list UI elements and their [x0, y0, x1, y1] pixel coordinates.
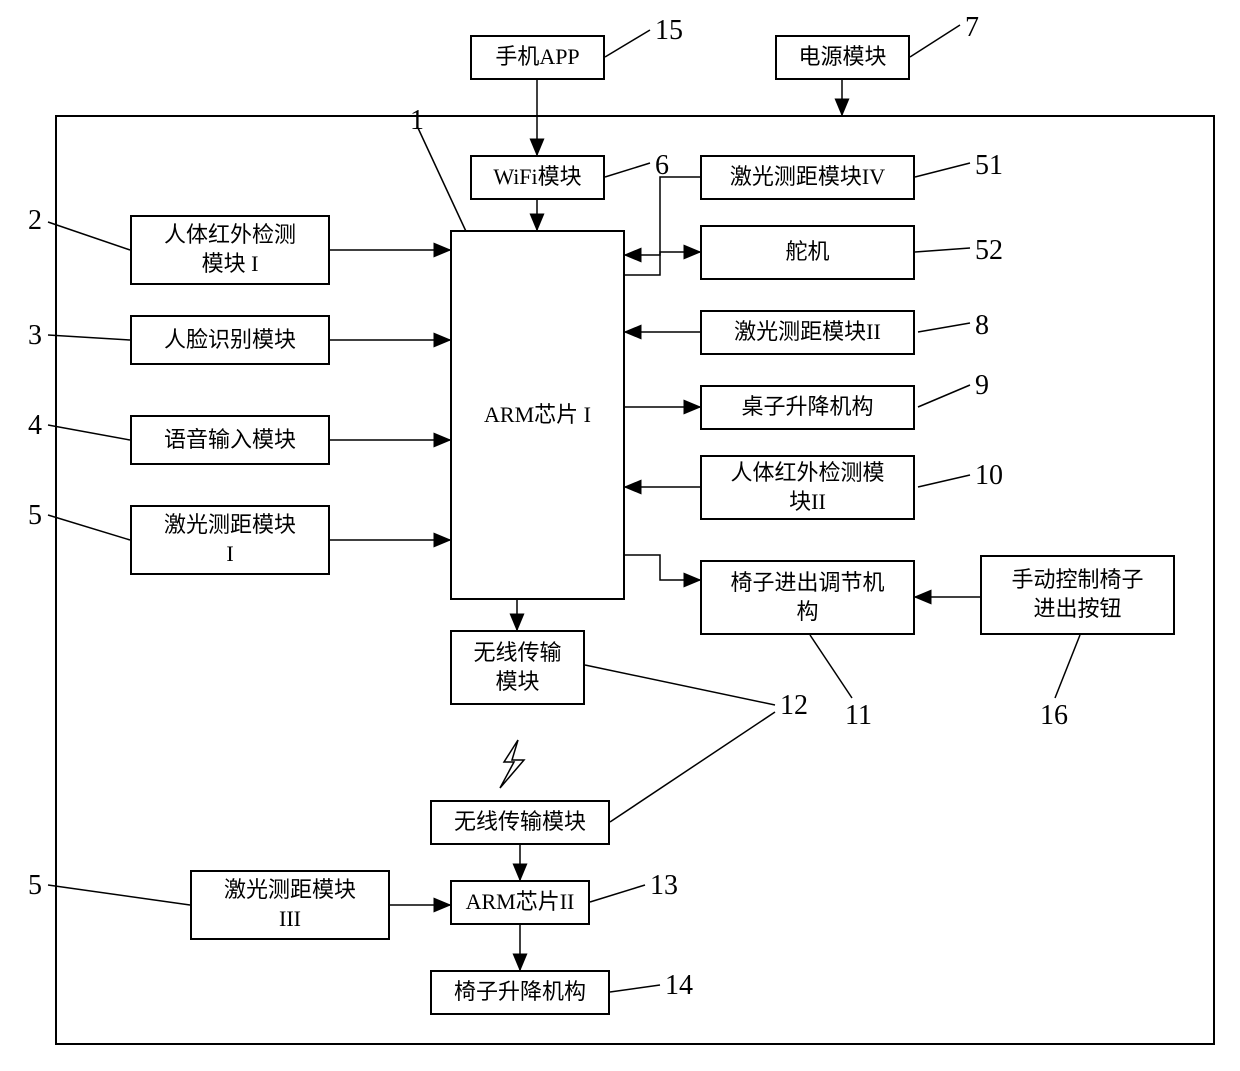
ref-label-11: 11 [845, 700, 872, 732]
ref-label-51: 51 [975, 150, 1003, 182]
node-n4: 语音输入模块 [130, 415, 330, 465]
node-n52: 舵机 [700, 225, 915, 280]
ref-label-52: 52 [975, 235, 1003, 267]
node-n3: 人脸识别模块 [130, 315, 330, 365]
ref-label-1: 1 [410, 105, 424, 137]
node-n1: ARM芯片 I [450, 230, 625, 600]
node-n15: 手机APP [470, 35, 605, 80]
node-n12a: 无线传输模块 [450, 630, 585, 705]
node-n6: WiFi模块 [470, 155, 605, 200]
ref-label-9: 9 [975, 370, 989, 402]
node-n5: 激光测距模块I [130, 505, 330, 575]
node-n2: 人体红外检测模块 I [130, 215, 330, 285]
node-n51: 激光测距模块IV [700, 155, 915, 200]
node-n11: 椅子进出调节机构 [700, 560, 915, 635]
ref-label-16: 16 [1040, 700, 1068, 732]
node-n10: 人体红外检测模块II [700, 455, 915, 520]
ref-label-10: 10 [975, 460, 1003, 492]
ref-label-4: 4 [28, 410, 42, 442]
ref-label-5: 5 [28, 870, 42, 902]
ref-label-5: 5 [28, 500, 42, 532]
node-n5b: 激光测距模块III [190, 870, 390, 940]
node-n16: 手动控制椅子进出按钮 [980, 555, 1175, 635]
node-n8: 激光测距模块II [700, 310, 915, 355]
ref-label-6: 6 [655, 150, 669, 182]
ref-label-12: 12 [780, 690, 808, 722]
node-n13: ARM芯片II [450, 880, 590, 925]
ref-label-15: 15 [655, 15, 683, 47]
ref-label-13: 13 [650, 870, 678, 902]
ref-label-7: 7 [965, 12, 979, 44]
node-n7: 电源模块 [775, 35, 910, 80]
ref-label-8: 8 [975, 310, 989, 342]
node-n14: 椅子升降机构 [430, 970, 610, 1015]
ref-label-2: 2 [28, 205, 42, 237]
ref-label-14: 14 [665, 970, 693, 1002]
node-n12b: 无线传输模块 [430, 800, 610, 845]
ref-label-3: 3 [28, 320, 42, 352]
node-n9: 桌子升降机构 [700, 385, 915, 430]
